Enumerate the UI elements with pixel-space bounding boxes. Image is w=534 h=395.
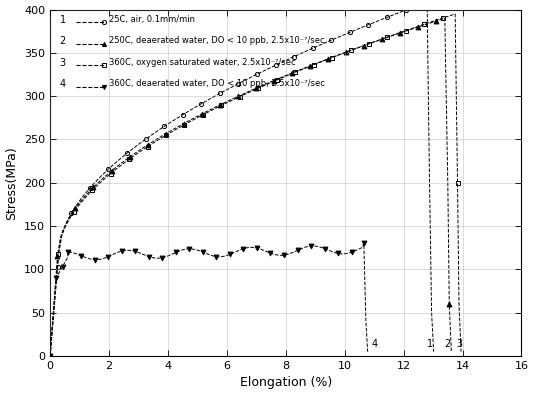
Text: 2: 2 bbox=[445, 339, 451, 349]
X-axis label: Elongation (%): Elongation (%) bbox=[240, 376, 332, 389]
Text: 1: 1 bbox=[59, 15, 66, 25]
Text: 360C, deaerated water, DO < 10 ppb, 2.5x10⁻⁷/sec: 360C, deaerated water, DO < 10 ppb, 2.5x… bbox=[109, 79, 325, 88]
Text: 250C, deaerated water, DO < 10 ppb, 2.5x10⁻⁷/sec: 250C, deaerated water, DO < 10 ppb, 2.5x… bbox=[109, 36, 325, 45]
Text: 3: 3 bbox=[59, 58, 66, 68]
Text: 1: 1 bbox=[427, 339, 433, 349]
Text: 25C, air, 0.1mm/min: 25C, air, 0.1mm/min bbox=[109, 15, 195, 24]
Text: 2: 2 bbox=[59, 36, 66, 46]
Text: 4: 4 bbox=[59, 79, 66, 89]
Text: 4: 4 bbox=[371, 339, 377, 349]
Text: 360C, oxygen saturated water, 2.5x10⁻⁷/sec: 360C, oxygen saturated water, 2.5x10⁻⁷/s… bbox=[109, 58, 296, 67]
Y-axis label: Stress(MPa): Stress(MPa) bbox=[5, 146, 19, 220]
Text: 3: 3 bbox=[457, 339, 462, 349]
